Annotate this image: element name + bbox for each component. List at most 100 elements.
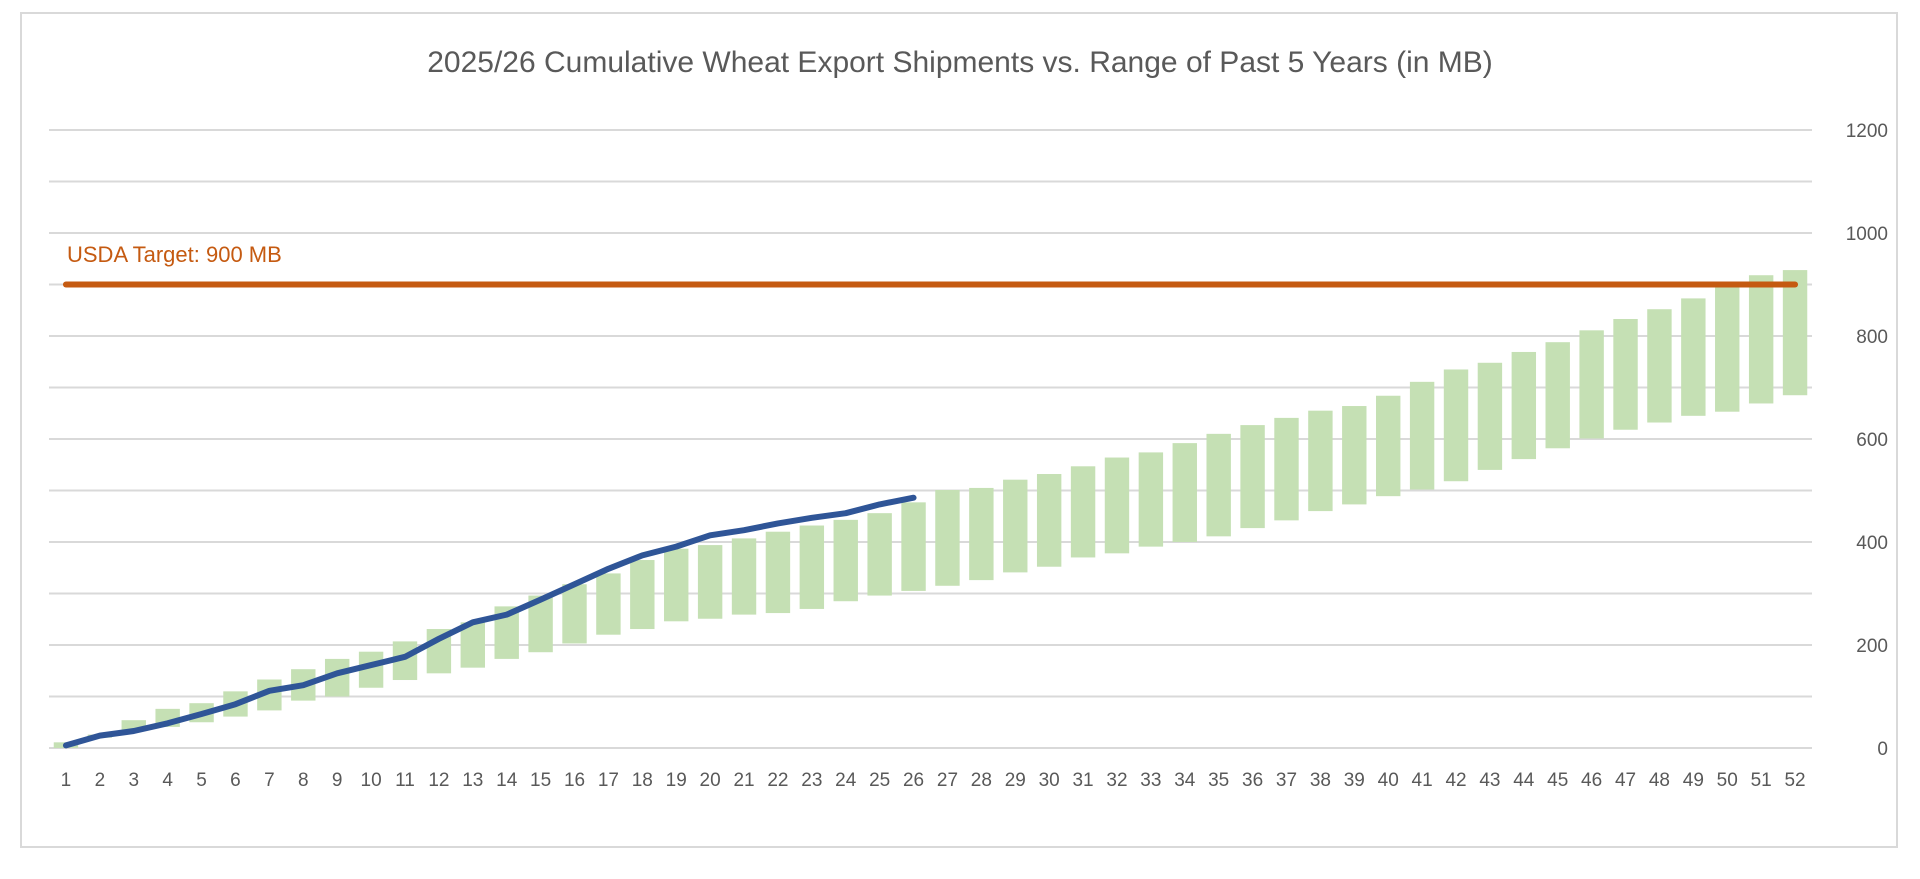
x-tick-label: 33 [1140,770,1161,791]
x-tick-label: 41 [1412,770,1433,791]
x-tick-label: 2 [95,770,106,791]
range-bar [1443,369,1469,482]
range-bar [460,622,486,668]
x-tick-label: 9 [332,770,343,791]
range-bar [1375,395,1401,497]
x-tick-label: 45 [1547,770,1568,791]
range-bar [901,502,926,591]
range-bar [1070,466,1096,558]
x-tick-label: 31 [1072,770,1093,791]
x-tick-label: 47 [1615,770,1636,791]
range-bar [765,531,791,614]
x-tick-label: 32 [1106,770,1127,791]
x-tick-label: 35 [1208,770,1229,791]
x-tick-label: 18 [632,770,653,791]
x-tick-label: 38 [1310,770,1331,791]
y-tick-label: 200 [1856,636,1888,657]
x-tick-label: 37 [1276,770,1297,791]
x-tick-label: 50 [1717,770,1738,791]
range-bar [969,487,994,581]
range-bar [1579,330,1604,439]
x-tick-label: 6 [230,770,241,791]
x-tick-label: 15 [530,770,551,791]
range-bar [630,560,655,630]
x-tick-label: 14 [496,770,518,791]
x-tick-label: 26 [903,770,924,791]
range-bar [1715,286,1740,412]
x-tick-label: 52 [1784,770,1805,791]
y-tick-label: 600 [1856,430,1888,451]
x-tick-label: 22 [767,770,788,791]
range-bar [833,519,858,602]
range-bar [1138,452,1164,547]
y-tick-label: 800 [1856,327,1888,348]
x-tick-label: 24 [835,770,857,791]
range-bar [1036,474,1062,567]
range-bar [1172,443,1197,542]
x-tick-label: 8 [298,770,309,791]
x-tick-label: 44 [1513,770,1535,791]
range-bar [1240,425,1265,529]
range-bar [121,720,146,732]
range-bar [935,489,960,586]
x-tick-label: 43 [1479,770,1500,791]
x-tick-label: 40 [1378,770,1399,791]
shipments-line [62,494,917,749]
x-tick-label: 51 [1751,770,1772,791]
range-bar [1104,457,1130,554]
x-tick-label: 29 [1005,770,1026,791]
x-tick-label: 49 [1683,770,1704,791]
range-bar [1003,479,1028,573]
range-bar [1206,433,1231,537]
x-tick-label: 4 [162,770,173,791]
x-tick-label: 3 [128,770,139,791]
x-tick-label: 16 [564,770,585,791]
x-tick-label: 12 [428,770,449,791]
x-tick-label: 25 [869,770,890,791]
range-bar [1613,319,1638,430]
y-tick-label: 0 [1877,739,1888,760]
range-bar [1477,362,1503,470]
range-bar [596,573,621,635]
x-tick-label: 13 [462,770,483,791]
usda-target-label: USDA Target: 900 MB [67,242,282,267]
x-tick-label: 39 [1344,770,1365,791]
x-tick-label: 48 [1649,770,1670,791]
x-tick-label: 20 [700,770,721,791]
range-bar [697,545,723,619]
x-tick-label: 11 [395,770,415,791]
range-bar [731,538,757,615]
range-bar [1409,381,1435,490]
range-bar [1748,275,1774,404]
x-tick-label: 21 [733,770,754,791]
x-tick-label: 19 [666,770,687,791]
range-bar [1274,417,1299,521]
x-tick-label: 28 [971,770,992,791]
range-bar [1647,309,1672,423]
x-tick-label: 1 [61,770,72,791]
range-bar [867,513,892,596]
range-bar [1342,406,1367,505]
range-bar [562,584,587,644]
chart-title: 2025/26 Cumulative Wheat Export Shipment… [427,46,1493,79]
x-tick-label: 46 [1581,770,1602,791]
range-bar [1511,351,1537,460]
x-tick-label: 30 [1039,770,1060,791]
x-tick-label: 36 [1242,770,1263,791]
range-bar [1308,410,1333,512]
x-tick-label: 34 [1174,770,1196,791]
range-bar [1681,298,1706,416]
x-tick-label: 10 [361,770,382,791]
x-tick-label: 23 [801,770,822,791]
y-tick-label: 1200 [1846,121,1888,142]
range-bar [664,548,689,622]
x-tick-label: 27 [937,770,958,791]
range-bar [1545,342,1570,449]
x-tick-label: 5 [196,770,207,791]
range-bar [1782,270,1808,396]
x-tick-label: 7 [264,770,275,791]
y-tick-label: 1000 [1846,224,1888,245]
x-tick-label: 17 [598,770,619,791]
x-tick-label: 42 [1445,770,1466,791]
